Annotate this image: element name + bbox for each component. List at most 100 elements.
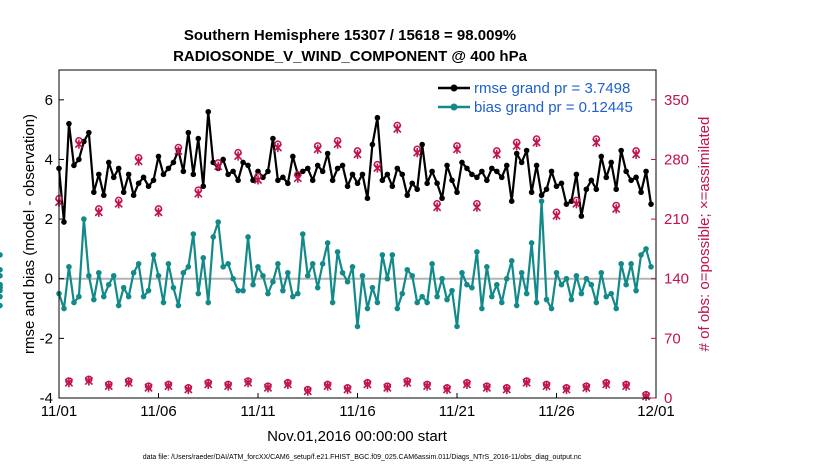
bias-point bbox=[489, 293, 495, 300]
obs-assimilated-point bbox=[253, 175, 263, 185]
bias-point bbox=[280, 287, 286, 294]
obs-assimilated-point bbox=[343, 384, 352, 395]
obs-assimilated-point bbox=[562, 384, 571, 395]
bias-point bbox=[598, 269, 605, 276]
rmse-point bbox=[558, 180, 565, 187]
rmse-point bbox=[105, 159, 112, 166]
rmse-point bbox=[429, 168, 435, 175]
bias-point bbox=[66, 264, 72, 270]
y-tick-label: 2 bbox=[45, 211, 53, 228]
rmse-point bbox=[349, 171, 356, 178]
bias-point bbox=[543, 296, 550, 303]
rmse-point bbox=[165, 165, 172, 172]
obs-assimilated-point bbox=[263, 383, 273, 393]
rmse-point bbox=[339, 162, 346, 169]
bias-point bbox=[484, 264, 490, 270]
bias-point bbox=[384, 275, 391, 282]
chart-title: Southern Hemisphere 15307 / 15618 = 98.0… bbox=[184, 27, 516, 44]
bias-point bbox=[464, 281, 470, 288]
obs-assimilated-point bbox=[442, 384, 452, 395]
rmse-point bbox=[255, 168, 261, 175]
legend-bias-label: bias grand pr = 0.12445 bbox=[474, 99, 633, 116]
bias-point bbox=[588, 281, 595, 288]
obs-assimilated-point bbox=[422, 381, 432, 391]
bias-point bbox=[81, 216, 87, 222]
rmse-point bbox=[86, 129, 92, 136]
obs-assimilated-point bbox=[114, 199, 123, 209]
bias-point bbox=[404, 266, 411, 273]
rmse-point bbox=[578, 213, 585, 219]
obs-assimilated-point bbox=[502, 384, 511, 395]
bias-point bbox=[643, 246, 649, 252]
obs-assimilated-point bbox=[492, 149, 501, 159]
bias-point bbox=[414, 299, 421, 306]
bias-series-line bbox=[57, 200, 653, 328]
rmse-point bbox=[170, 159, 177, 166]
rmse-point bbox=[633, 174, 639, 181]
bias-point bbox=[364, 305, 371, 312]
rmse-point bbox=[389, 183, 396, 190]
bias-point bbox=[125, 293, 132, 300]
bias-point bbox=[339, 269, 346, 276]
rmse-point bbox=[76, 156, 82, 163]
bias-point bbox=[349, 264, 356, 270]
obs-assimilated-point bbox=[353, 149, 362, 159]
rmse-point bbox=[299, 168, 306, 175]
rmse-point bbox=[538, 192, 545, 199]
bias-point bbox=[110, 272, 117, 279]
obs-assimilated-point bbox=[154, 207, 163, 217]
rmse-point bbox=[508, 198, 515, 204]
bias-point bbox=[469, 284, 475, 291]
rmse-point bbox=[61, 219, 67, 225]
bias-point bbox=[528, 240, 535, 246]
rmse-point bbox=[523, 147, 530, 154]
rmse-point bbox=[464, 165, 470, 172]
y-tick-label: -2 bbox=[40, 330, 53, 347]
bias-point bbox=[329, 299, 336, 306]
bias-point bbox=[180, 269, 187, 276]
x-tick-label: 11/06 bbox=[140, 403, 176, 420]
rmse-point bbox=[145, 183, 152, 190]
rmse-point bbox=[603, 174, 610, 181]
bias-point bbox=[304, 272, 311, 279]
rmse-point bbox=[573, 171, 580, 178]
rmse-point bbox=[498, 174, 505, 181]
bias-point bbox=[429, 261, 435, 267]
obs-assimilated-point bbox=[572, 199, 581, 209]
rmse-point bbox=[548, 168, 555, 175]
obs-assimilated-point bbox=[64, 378, 74, 388]
rmse-point bbox=[309, 177, 316, 184]
rmse-point bbox=[553, 183, 560, 190]
bias-point bbox=[275, 261, 281, 267]
bias-point bbox=[449, 287, 455, 294]
y2-axis-label: # of obs: o=possible; ×=assimilated bbox=[696, 117, 713, 352]
obs-assimilated-point bbox=[293, 173, 302, 183]
obs-assimilated-point bbox=[313, 144, 322, 154]
rmse-point bbox=[364, 195, 371, 202]
bias-point bbox=[61, 305, 67, 312]
rmse-point bbox=[71, 162, 77, 169]
rmse-point bbox=[623, 168, 629, 175]
bias-point bbox=[185, 264, 192, 270]
rmse-point bbox=[250, 177, 256, 184]
rmse-point bbox=[369, 141, 376, 148]
bias-point bbox=[140, 293, 147, 300]
bias-point bbox=[513, 302, 520, 309]
obs-assimilated-point bbox=[134, 156, 143, 166]
bias-point bbox=[295, 290, 301, 297]
rmse-point bbox=[96, 171, 102, 178]
rmse-point bbox=[449, 177, 455, 184]
legend: rmse grand pr = 3.7498 bias grand pr = 0… bbox=[438, 80, 633, 116]
obs-assimilated-point bbox=[403, 378, 412, 388]
bias-point bbox=[115, 302, 122, 309]
bias-point bbox=[0, 252, 3, 258]
obs-assimilated-point bbox=[243, 378, 253, 388]
bias-point bbox=[205, 299, 212, 306]
bias-point bbox=[155, 272, 162, 279]
rmse-point bbox=[593, 186, 600, 193]
obs-assimilated-point bbox=[482, 383, 492, 393]
rmse-point bbox=[290, 153, 296, 160]
bias-point bbox=[230, 275, 236, 282]
bias-point bbox=[409, 272, 416, 279]
rmse-point bbox=[160, 171, 167, 178]
